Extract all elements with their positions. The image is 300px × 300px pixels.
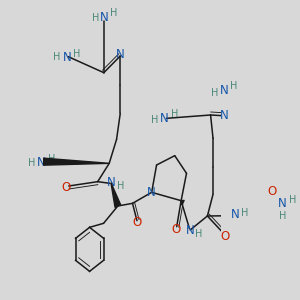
Text: H: H [289,195,296,205]
Text: N: N [278,197,287,210]
Text: H: H [73,49,80,59]
Polygon shape [111,183,121,208]
Text: H: H [110,8,118,18]
Text: H: H [241,208,248,218]
Text: H: H [53,52,61,62]
Text: N: N [37,156,46,169]
Text: H: H [28,158,36,168]
Text: N: N [186,224,195,236]
Text: O: O [221,230,230,243]
Text: H: H [195,229,202,239]
Text: O: O [172,223,181,236]
Text: H: H [230,81,237,91]
Text: N: N [160,112,169,125]
Text: N: N [116,47,125,61]
Text: H: H [278,211,286,221]
Text: O: O [267,185,277,198]
Text: H: H [48,154,55,164]
Text: H: H [171,109,178,119]
Text: H: H [151,115,158,125]
Text: O: O [61,181,70,194]
Text: H: H [211,88,218,98]
Text: N: N [62,51,71,64]
Text: O: O [133,216,142,229]
Text: N: N [106,176,115,189]
Polygon shape [181,200,184,205]
Text: N: N [219,84,228,97]
Text: H: H [117,181,124,191]
Text: N: N [100,11,109,24]
Text: N: N [147,186,156,199]
Text: N: N [231,208,239,221]
Text: N: N [219,109,228,122]
Text: H: H [92,13,99,23]
Polygon shape [253,199,256,205]
Polygon shape [44,158,109,165]
